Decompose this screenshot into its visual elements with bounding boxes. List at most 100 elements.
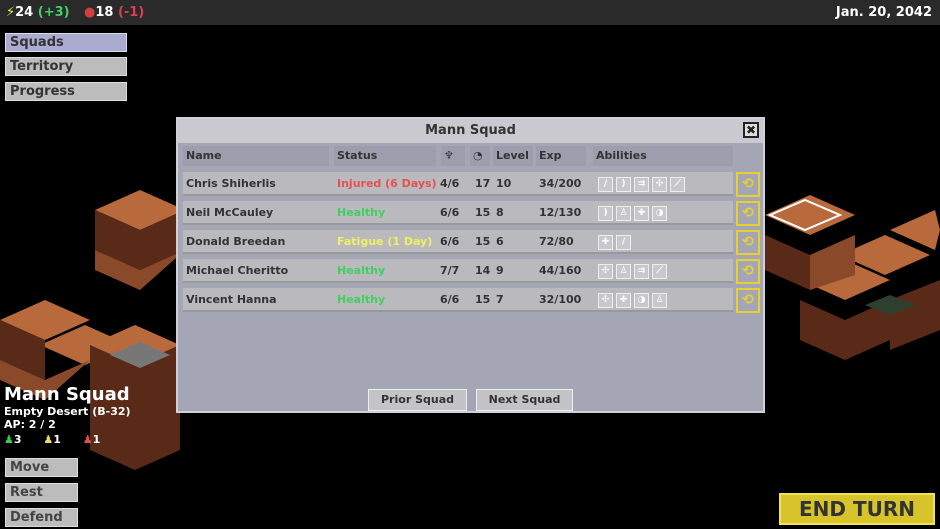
- energy-value: 24: [15, 5, 34, 20]
- ability-shield-icon[interactable]: ✣: [598, 293, 613, 308]
- dialog-title: Mann Squad: [178, 119, 763, 143]
- ability-heal-icon[interactable]: ✚: [598, 235, 613, 250]
- col-level[interactable]: Level: [493, 146, 533, 166]
- swap-soldier-button[interactable]: ⟲: [736, 230, 760, 255]
- soldier-fatigued-icon: ♟: [43, 433, 54, 446]
- soldier-exp: 44/160: [539, 264, 582, 277]
- nav-progress-button[interactable]: Progress: [5, 82, 127, 101]
- ability-arc-icon[interactable]: ): [598, 206, 613, 221]
- soldier-level: 9: [496, 264, 504, 277]
- soldier-name: Michael Cheritto: [186, 264, 289, 277]
- ability-arc-icon[interactable]: ): [616, 177, 631, 192]
- ability-slash-icon[interactable]: /: [616, 235, 631, 250]
- soldier-level: 10: [496, 177, 512, 190]
- squad-name: Mann Squad: [4, 384, 130, 405]
- end-turn-button[interactable]: END TURN: [779, 493, 935, 525]
- soldier-exp: 34/200: [539, 177, 582, 190]
- ability-half-icon[interactable]: ◑: [634, 293, 649, 308]
- soldier-level: 8: [496, 206, 504, 219]
- soldier-status: Injured (6 Days): [337, 177, 437, 190]
- swap-soldier-button[interactable]: ⟲: [736, 259, 760, 284]
- soldier-name: Vincent Hanna: [186, 293, 277, 306]
- ability-move-icon[interactable]: ⇉: [634, 264, 649, 279]
- ability-flask-icon[interactable]: ♙: [652, 293, 667, 308]
- injured-count: 1: [92, 433, 101, 446]
- soldier-health: 6/6: [440, 235, 460, 248]
- prior-squad-button[interactable]: Prior Squad: [368, 389, 467, 411]
- action-points: AP: 2 / 2: [4, 418, 56, 431]
- energy-delta: (+3): [37, 5, 70, 20]
- table-header: Name Status ♆ ◔ Level Exp Abilities: [183, 146, 737, 166]
- swap-soldier-button[interactable]: ⟲: [736, 172, 760, 197]
- soldier-health: 6/6: [440, 293, 460, 306]
- soldier-stat: 14: [475, 264, 491, 277]
- soldier-stat: 15: [475, 293, 491, 306]
- col-status[interactable]: Status: [334, 146, 436, 166]
- defend-button[interactable]: Defend: [5, 508, 78, 527]
- ability-blade-icon[interactable]: ⟋: [670, 177, 685, 192]
- col-exp[interactable]: Exp: [536, 146, 586, 166]
- col-abilities[interactable]: Abilities: [593, 146, 733, 166]
- move-button[interactable]: Move: [5, 458, 78, 477]
- table-row[interactable]: Neil McCauley Healthy 6/6 15 8 12/130) ♙ ✚…: [183, 201, 733, 225]
- healthy-count: 3: [13, 433, 22, 446]
- soldier-exp: 12/130: [539, 206, 582, 219]
- soldier-exp: 72/80: [539, 235, 574, 248]
- nav-squads-button[interactable]: Squads: [5, 33, 127, 52]
- ability-flask-icon[interactable]: ♙: [616, 206, 631, 221]
- food-resource: ●18 (-1): [84, 5, 144, 20]
- table-row[interactable]: Chris Shiherlis Injured (6 Days) 4/6 17 …: [183, 172, 733, 196]
- fatigued-count: 1: [53, 433, 61, 446]
- ability-shield-icon[interactable]: ✣: [652, 177, 667, 192]
- soldier-name: Chris Shiherlis: [186, 177, 276, 190]
- table-row[interactable]: Michael Cheritto Healthy 7/7 14 9 44/160…: [183, 259, 733, 283]
- soldier-level: 7: [496, 293, 504, 306]
- soldier-status: Healthy: [337, 206, 386, 219]
- swap-soldier-button[interactable]: ⟲: [736, 201, 760, 226]
- apple-icon: ●: [84, 5, 96, 20]
- table-row[interactable]: Vincent Hanna Healthy 6/6 15 7 32/100 ✣ ✚ ◑…: [183, 288, 733, 312]
- soldier-injured-icon: ♟: [82, 433, 93, 446]
- food-value: 18: [95, 5, 114, 20]
- food-delta: (-1): [117, 5, 145, 20]
- nav-territory-button[interactable]: Territory: [5, 57, 127, 76]
- soldier-stat: 15: [475, 206, 491, 219]
- soldier-health: 7/7: [440, 264, 460, 277]
- soldier-status: Healthy: [337, 264, 386, 277]
- date-display: Jan. 20, 2042: [835, 5, 932, 20]
- lightning-icon: ⚡: [6, 5, 16, 20]
- ability-move-icon[interactable]: ⇉: [634, 177, 649, 192]
- energy-resource: ⚡24 (+3): [6, 5, 70, 20]
- soldier-stat: 15: [475, 235, 491, 248]
- ability-half-icon[interactable]: ◑: [652, 206, 667, 221]
- swap-soldier-button[interactable]: ⟲: [736, 288, 760, 313]
- rest-button[interactable]: Rest: [5, 483, 78, 502]
- soldier-healthy-icon: ♟: [4, 433, 14, 446]
- next-squad-button[interactable]: Next Squad: [476, 389, 573, 411]
- ability-slash-icon[interactable]: /: [598, 177, 613, 192]
- ability-flask-icon[interactable]: ♙: [616, 264, 631, 279]
- squad-info: Mann Squad Empty Desert (B-32) AP: 2 / 2…: [4, 384, 131, 446]
- soldier-exp: 32/100: [539, 293, 582, 306]
- soldier-health: 4/6: [440, 177, 460, 190]
- table-row[interactable]: Donald Breedan Fatigue (1 Day) 6/6 15 6 …: [183, 230, 733, 254]
- soldier-name: Donald Breedan: [186, 235, 286, 248]
- ability-heal-icon[interactable]: ✚: [634, 206, 649, 221]
- health-icon[interactable]: ♆: [441, 146, 465, 166]
- ability-shield-icon[interactable]: ✣: [598, 264, 613, 279]
- soldier-stat: 17: [475, 177, 491, 190]
- ability-blade-icon[interactable]: ⟋: [652, 264, 667, 279]
- squad-dialog: Mann Squad ✖ Name Status ♆ ◔ Level Exp A…: [176, 117, 765, 413]
- close-icon[interactable]: ✖: [743, 122, 759, 138]
- squad-location: Empty Desert (B-32): [4, 405, 131, 418]
- soldier-status: Fatigue (1 Day): [337, 235, 433, 248]
- col-name[interactable]: Name: [183, 146, 329, 166]
- soldier-name: Neil McCauley: [186, 206, 274, 219]
- soldier-level: 6: [496, 235, 504, 248]
- soldier-health: 6/6: [440, 206, 460, 219]
- mind-icon[interactable]: ◔: [470, 146, 490, 166]
- ability-heal-icon[interactable]: ✚: [616, 293, 631, 308]
- top-bar: ⚡24 (+3) ●18 (-1) Jan. 20, 2042: [0, 0, 940, 25]
- soldier-status: Healthy: [337, 293, 386, 306]
